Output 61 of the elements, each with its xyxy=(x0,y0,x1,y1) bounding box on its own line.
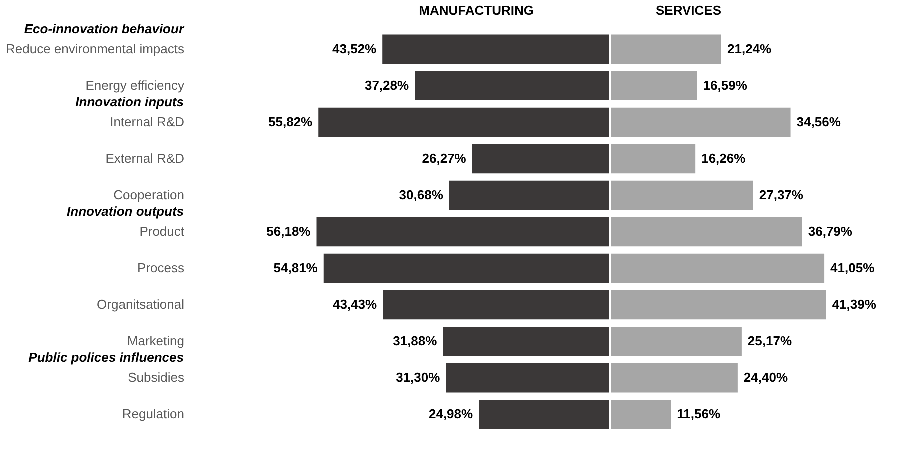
data-label: 30,68% xyxy=(399,187,444,202)
data-label: 37,28% xyxy=(364,78,410,93)
data-label: 54,81% xyxy=(274,260,318,276)
text: Eco-innovation behaviour xyxy=(24,21,185,36)
text: Public polices influences xyxy=(28,350,184,366)
data-label: 43,52% xyxy=(332,41,378,56)
bar xyxy=(611,217,802,247)
data-label: 43,43% xyxy=(332,297,378,312)
chart-title: MANUFACTURING xyxy=(419,3,534,18)
bar xyxy=(383,290,609,320)
bar xyxy=(324,254,609,284)
chart-title: SERVICES xyxy=(656,3,722,18)
y-tick-label: Internal R&D xyxy=(110,114,184,130)
bar xyxy=(611,254,825,284)
bar xyxy=(611,326,742,356)
text: Innovation outputs xyxy=(67,204,184,219)
y-tick-label: Organitsational xyxy=(97,297,185,312)
bar xyxy=(472,144,609,174)
data-label: 27,37% xyxy=(759,187,804,202)
bar xyxy=(443,326,609,356)
data-label: 16,59% xyxy=(703,78,748,93)
bar xyxy=(611,108,791,138)
data-label: 55,82% xyxy=(268,114,314,130)
data-label: 26,27% xyxy=(422,150,467,166)
data-label: 41,39% xyxy=(832,297,877,312)
data-label: 31,88% xyxy=(393,334,438,349)
bar xyxy=(611,144,696,174)
bar xyxy=(611,363,738,393)
y-tick-label: Energy efficiency xyxy=(86,78,185,93)
y-tick-label: Regulation xyxy=(122,406,184,422)
y-tick-label: External R&D xyxy=(106,150,184,166)
data-label: 41,05% xyxy=(830,260,876,276)
text: Innovation inputs xyxy=(76,94,184,110)
y-tick-label: Marketing xyxy=(127,334,184,349)
y-tick-label: Product xyxy=(140,224,185,239)
y-tick-label: Reduce environmental impacts xyxy=(6,41,185,56)
bar xyxy=(415,71,609,101)
bar xyxy=(382,34,609,64)
data-label: 21,24% xyxy=(727,41,772,56)
data-label: 16,26% xyxy=(702,150,746,166)
data-label: 25,17% xyxy=(748,334,792,349)
bar xyxy=(449,180,609,210)
data-label: 11,56% xyxy=(677,406,721,422)
bar xyxy=(611,180,754,210)
data-label: 34,56% xyxy=(796,114,842,130)
y-tick-label: Process xyxy=(138,260,185,276)
bar xyxy=(611,290,826,320)
bar xyxy=(318,108,609,138)
bar xyxy=(446,363,609,393)
bar xyxy=(316,217,609,247)
y-tick-label: Subsidies xyxy=(128,370,185,386)
data-label: 31,30% xyxy=(396,370,441,386)
bar xyxy=(611,400,672,430)
bar xyxy=(611,71,698,101)
data-label: 24,98% xyxy=(428,406,474,422)
bar xyxy=(611,34,722,64)
data-label: 56,18% xyxy=(266,224,312,239)
data-label: 36,79% xyxy=(808,224,853,239)
data-label: 24,40% xyxy=(744,370,788,386)
bar xyxy=(479,400,609,430)
y-tick-label: Cooperation xyxy=(114,187,184,202)
